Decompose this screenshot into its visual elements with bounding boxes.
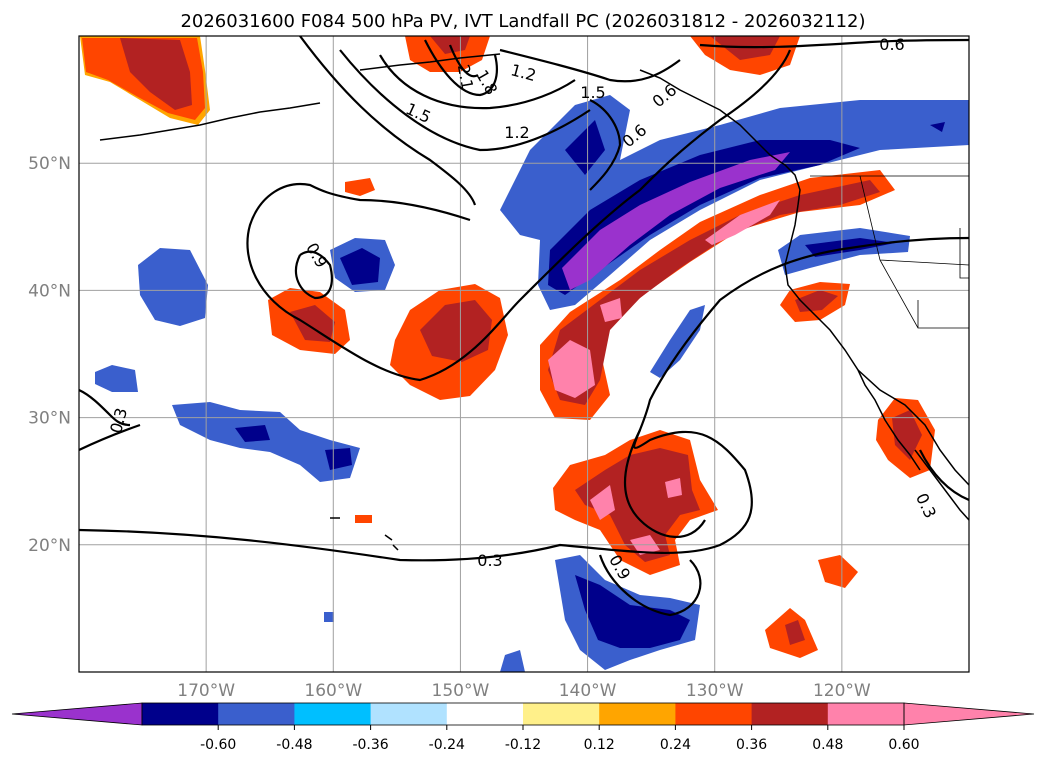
colorbar-segment: [675, 703, 753, 725]
colorbar-segment: [523, 703, 600, 725]
ivt-positive-region: [665, 478, 682, 498]
hawaii: [330, 517, 399, 551]
pv-contour-line: [379, 54, 576, 110]
ivt-negative-region: [930, 122, 945, 132]
colorbar: -0.60 -0.48 -0.36 -0.24 -0.12 0.12 0.24 0.36 0.4…: [11, 702, 1035, 753]
pv-contour-line: [299, 36, 477, 206]
ivt-positive-region: [818, 555, 858, 588]
ivt-shading: [80, 36, 969, 672]
pv-contours: [79, 36, 969, 617]
pv-contour-line: [919, 449, 969, 502]
colorbar-tick-label: -0.36: [352, 737, 388, 753]
mexico-coast: [914, 449, 969, 521]
colorbar-tick-label: 0.12: [584, 737, 615, 753]
map-frame: [78, 35, 970, 673]
colorbar-segment: [599, 703, 676, 725]
lon-tick-label: 160°W: [304, 681, 362, 701]
colorbar-segment: [218, 703, 295, 725]
axis-tick-labels: 50°N 40°N 30°N 20°N 170°W 160°W 150°W 140°W 130°…: [28, 154, 871, 701]
alaska-coast: [99, 102, 321, 141]
bc-coast: [769, 154, 801, 206]
lon-tick-label: 150°W: [432, 681, 490, 701]
colorbar-segment: [294, 703, 372, 725]
pv-contour-line: [246, 49, 792, 382]
pv-contour-line: [79, 236, 969, 562]
contour-label: 1.5: [580, 83, 605, 102]
plot-area: 0.6 1.2 1.5 1.8 2.1 1.2 1.5 0.6 0.6 0.9 …: [79, 35, 969, 672]
colorbar-tick-label: 0.60: [888, 737, 919, 753]
ivt-positive-region: [892, 410, 922, 460]
ivt-positive-region: [590, 485, 615, 520]
contour-label: 0.3: [477, 551, 502, 570]
ivt-negative-region: [325, 448, 352, 470]
lat-tick-label: 40°N: [28, 281, 71, 301]
lon-tick-label: 140°W: [559, 681, 617, 701]
pv-contour-line: [598, 554, 702, 617]
colorbar-tick-label: 0.24: [660, 737, 691, 753]
ivt-positive-region: [705, 200, 780, 245]
pv-contour-line: [448, 44, 479, 78]
ivt-negative-region: [500, 650, 525, 672]
ivt-positive-region: [120, 38, 192, 110]
colorbar-tick-label: -0.24: [429, 737, 465, 753]
lat-tick-label: 20°N: [28, 536, 71, 556]
colorbar-segment: [142, 703, 219, 725]
colorbar-extend-max: [903, 702, 1035, 726]
ivt-positive-region: [420, 300, 492, 362]
ivt-positive-region: [600, 298, 622, 322]
colorbar-segment: [446, 703, 524, 725]
ivt-positive-region: [548, 340, 595, 398]
ivt-positive-region: [290, 305, 335, 342]
ivt-negative-region: [172, 402, 360, 482]
contour-label: 1.2: [504, 123, 529, 142]
ivt-positive-region: [355, 515, 372, 523]
pv-contour-line: [624, 429, 706, 538]
coastlines: [99, 53, 969, 551]
ivt-positive-region: [345, 178, 375, 196]
ivt-negative-region: [562, 152, 790, 290]
lon-tick-label: 130°W: [686, 681, 744, 701]
us-west-coast: [784, 204, 921, 471]
ivt-negative-region: [324, 612, 334, 622]
pv-contour-line: [589, 99, 622, 191]
figure-title: 2026031600 F084 500 hPa PV, IVT Landfall…: [180, 11, 865, 32]
pv-contour-line: [424, 39, 498, 97]
colorbar-segment: [751, 703, 829, 725]
colorbar-tick-label: -0.48: [276, 737, 312, 753]
ivt-negative-region: [340, 248, 380, 285]
state-borders: [859, 175, 969, 329]
contour-label: 0.6: [879, 35, 904, 54]
pv-contour-line: [499, 48, 681, 83]
colorbar-tick-label: -0.60: [200, 737, 236, 753]
ivt-negative-region: [575, 575, 690, 648]
ivt-negative-region: [565, 120, 605, 175]
pv-contour-line: [79, 388, 131, 427]
contour-label: 2.1: [454, 63, 477, 91]
pv-contour-line: [79, 423, 141, 451]
colorbar-segment: [827, 703, 905, 725]
lat-tick-label: 30°N: [28, 409, 71, 429]
alaska-panhandle-coast: [639, 69, 771, 156]
ivt-negative-region: [235, 425, 270, 442]
lat-tick-label: 50°N: [28, 154, 71, 174]
pv-contour-line: [294, 250, 333, 300]
ivt-positive-region: [785, 620, 805, 645]
lon-tick-label: 170°W: [177, 681, 235, 701]
ivt-negative-region: [138, 248, 208, 326]
pv-contour-line: [699, 38, 969, 49]
ivt-negative-region: [650, 305, 705, 378]
ivt-negative-region: [95, 365, 138, 392]
colorbar-extend-min: [11, 702, 143, 726]
baja-coast: [857, 369, 969, 486]
colorbar-tick-label: 0.36: [736, 737, 767, 753]
pv-contour-line: [339, 49, 591, 152]
ivt-positive-region: [575, 448, 700, 562]
gridlines: [79, 36, 969, 672]
colorbar-tick-label: -0.12: [505, 737, 541, 753]
colorbar-segment: [370, 703, 448, 725]
colorbar-tick-label: 0.48: [812, 737, 843, 753]
lon-tick-label: 120°W: [813, 681, 871, 701]
